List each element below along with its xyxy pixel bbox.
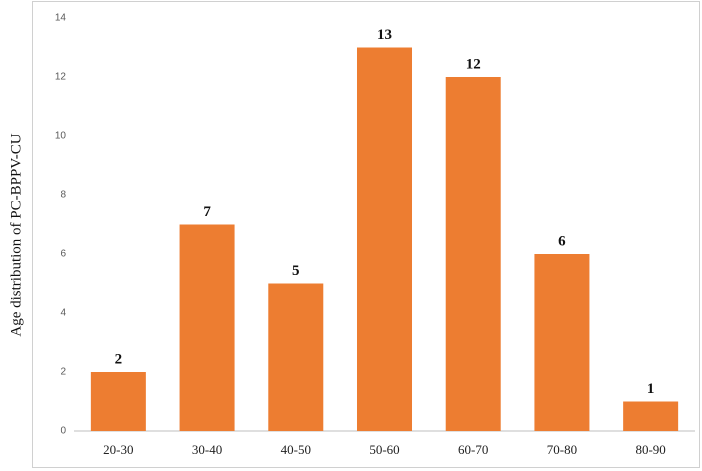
bar [179, 224, 235, 431]
y-tick-label: 10 [55, 131, 67, 142]
chart-border [32, 1, 700, 468]
bar [445, 77, 501, 431]
data-label: 7 [203, 204, 211, 220]
data-label: 1 [647, 381, 655, 397]
y-tick-label: 14 [55, 13, 67, 24]
y-axis-label: Age distribution of PC-BPPV-CU [8, 133, 24, 336]
data-label: 2 [115, 351, 123, 367]
x-tick-label: 50-60 [369, 442, 399, 457]
bar [90, 372, 146, 431]
data-label: 13 [377, 27, 392, 43]
data-label: 5 [292, 263, 300, 279]
x-tick-label: 80-90 [635, 442, 665, 457]
bar [268, 283, 324, 431]
bar [534, 254, 590, 431]
x-tick-label: 60-70 [458, 442, 488, 457]
y-tick-label: 12 [55, 72, 67, 83]
x-tick-label: 30-40 [192, 442, 222, 457]
data-label: 6 [558, 233, 566, 249]
y-tick-label: 6 [60, 249, 66, 260]
data-label: 12 [466, 56, 481, 72]
y-tick-label: 4 [60, 308, 66, 319]
x-tick-label: 20-30 [103, 442, 133, 457]
y-tick-label: 8 [60, 190, 66, 201]
bar [623, 401, 679, 431]
x-tick-label: 70-80 [547, 442, 577, 457]
bar [356, 47, 413, 431]
y-tick-label: 2 [60, 367, 66, 378]
y-tick-label: 0 [60, 426, 66, 437]
x-tick-label: 40-50 [281, 442, 311, 457]
